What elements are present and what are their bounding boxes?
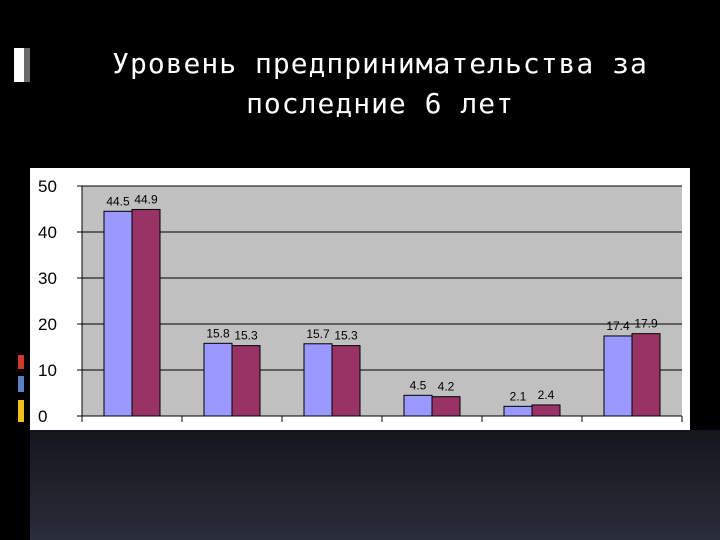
y-tick-label: 40 xyxy=(38,223,57,242)
bar xyxy=(131,208,161,417)
slide-left-strip xyxy=(0,0,30,540)
data-label: 2.4 xyxy=(538,388,555,402)
bar xyxy=(531,404,561,417)
bar xyxy=(303,343,333,417)
bar xyxy=(431,396,461,417)
bar xyxy=(103,210,133,417)
data-label: 15.3 xyxy=(334,329,358,343)
data-label: 4.5 xyxy=(410,378,427,392)
decor-bar-grey xyxy=(24,48,30,82)
decor-bar-white xyxy=(14,48,24,82)
y-tick-label: 30 xyxy=(38,269,57,288)
decor-accent-red xyxy=(18,355,24,369)
y-tick-label: 20 xyxy=(38,315,57,334)
bar xyxy=(631,333,661,417)
bar xyxy=(503,405,533,417)
data-label: 44.9 xyxy=(134,192,158,206)
decor-accent-yellow xyxy=(18,400,24,422)
data-label: 15.7 xyxy=(306,327,330,341)
y-tick-label: 10 xyxy=(38,361,57,380)
chart-svg: 0 10 20 30 40 50 44.5 44.9 15.8 15.3 15.7 15.3 4.5 4.… xyxy=(38,177,683,426)
slide-title: Уровень предпринимательства за последние… xyxy=(112,47,648,120)
bar xyxy=(331,345,361,417)
bar xyxy=(203,342,233,417)
slide-lower-panel xyxy=(30,430,720,540)
data-label: 15.3 xyxy=(234,329,258,343)
bar xyxy=(403,394,433,417)
data-label: 15.8 xyxy=(206,326,230,340)
data-label: 17.4 xyxy=(606,319,630,333)
decor-accent-blue xyxy=(18,376,24,392)
plot-area xyxy=(82,186,682,416)
data-label: 17.9 xyxy=(634,317,658,331)
y-tick-label: 50 xyxy=(38,177,57,196)
data-label: 44.5 xyxy=(106,194,130,208)
y-tick-label: 0 xyxy=(38,407,47,426)
bar-chart: 0 10 20 30 40 50 44.5 44.9 15.8 15.3 15.7 15.3 4.5 4.… xyxy=(30,168,690,430)
bar xyxy=(603,335,633,417)
data-label: 4.2 xyxy=(438,380,455,394)
bar xyxy=(231,345,261,417)
data-label: 2.1 xyxy=(510,389,527,403)
